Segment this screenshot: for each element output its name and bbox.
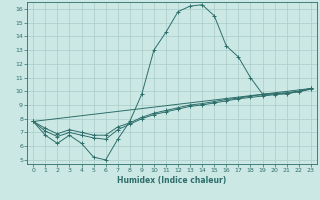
- X-axis label: Humidex (Indice chaleur): Humidex (Indice chaleur): [117, 176, 227, 185]
